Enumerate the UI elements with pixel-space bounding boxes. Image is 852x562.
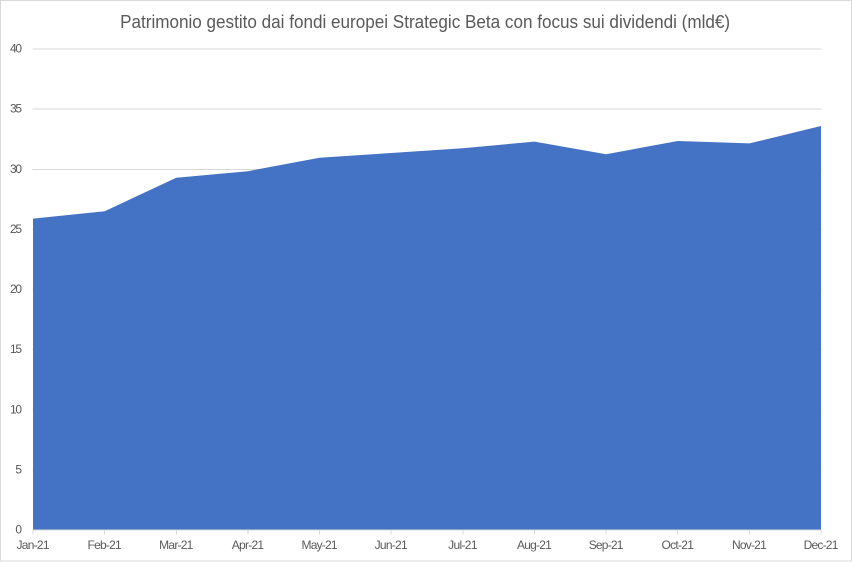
svg-text:Apr-21: Apr-21 — [232, 538, 265, 552]
svg-text:Oct-21: Oct-21 — [662, 538, 695, 552]
svg-text:Jan-21: Jan-21 — [17, 538, 50, 552]
svg-text:40: 40 — [10, 42, 22, 56]
svg-text:15: 15 — [10, 342, 22, 356]
svg-text:10: 10 — [10, 402, 22, 416]
svg-text:May-21: May-21 — [302, 538, 338, 552]
svg-text:Aug-21: Aug-21 — [517, 538, 552, 552]
svg-text:20: 20 — [10, 282, 22, 296]
svg-text:Feb-21: Feb-21 — [88, 538, 123, 552]
svg-text:Patrimonio gestito dai fondi e: Patrimonio gestito dai fondi europei Str… — [120, 12, 730, 32]
svg-text:25: 25 — [10, 222, 22, 236]
svg-text:Dec-21: Dec-21 — [804, 538, 839, 552]
svg-text:Mar-21: Mar-21 — [159, 538, 194, 552]
svg-text:Jun-21: Jun-21 — [375, 538, 408, 552]
svg-text:Jul-21: Jul-21 — [448, 538, 478, 552]
svg-text:0: 0 — [15, 523, 22, 537]
svg-text:5: 5 — [15, 462, 22, 476]
svg-text:Sep-21: Sep-21 — [589, 538, 624, 552]
svg-text:Nov-21: Nov-21 — [732, 538, 767, 552]
svg-text:30: 30 — [10, 162, 22, 176]
svg-text:35: 35 — [10, 102, 22, 116]
